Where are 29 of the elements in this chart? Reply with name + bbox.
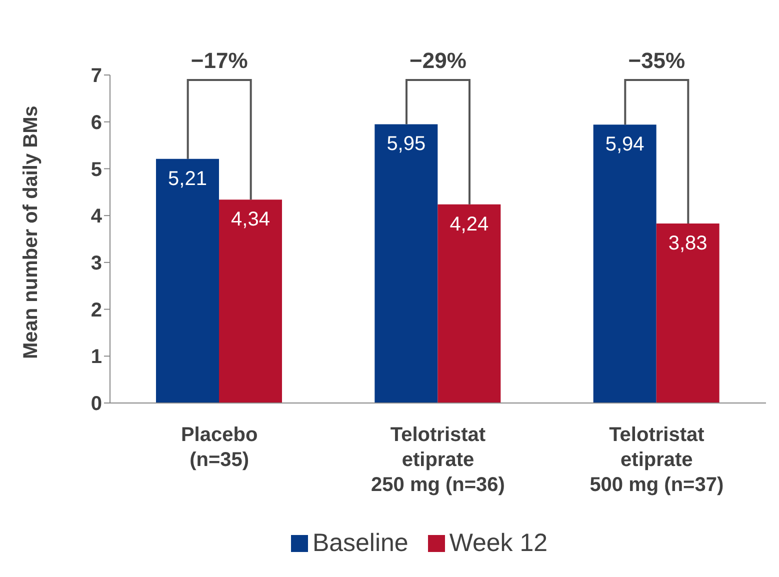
data-label: 5,21	[168, 168, 207, 190]
data-label: 4,24	[450, 213, 489, 236]
data-label: 5,94	[605, 134, 644, 156]
data-label: 5,95	[386, 133, 426, 156]
legend-label: Week 12	[449, 529, 548, 558]
x-tick-label: Telotristat etiprate 250 mg (n=36)	[371, 424, 505, 496]
bar	[156, 158, 219, 403]
bar	[656, 224, 720, 403]
text: −29%	[410, 48, 466, 73]
y-axis-title: Mean number of daily BMs	[20, 106, 42, 359]
bar	[593, 124, 656, 403]
x-tick-label: Placebo (n=35)	[180, 424, 258, 471]
bar	[219, 200, 282, 403]
bar	[438, 204, 501, 403]
y-tick-label: 4	[90, 206, 103, 228]
data-label: 4,34	[231, 208, 270, 231]
bar	[374, 124, 438, 403]
y-tick-label: 5	[90, 158, 102, 181]
y-tick-label: 1	[90, 346, 102, 368]
y-tick-label: 0	[90, 393, 102, 416]
y-tick-label: 7	[90, 65, 102, 88]
legend-label: Baseline	[312, 529, 408, 558]
text: −35%	[628, 48, 686, 73]
y-tick-label: 6	[90, 112, 102, 134]
x-tick-label: Telotristat etiprate 500 mg (n=37)	[590, 424, 724, 496]
y-tick-label: 2	[90, 299, 102, 322]
y-tick-label: 3	[90, 252, 102, 275]
data-label: 3,83	[668, 232, 708, 255]
text: −17%	[190, 48, 248, 73]
